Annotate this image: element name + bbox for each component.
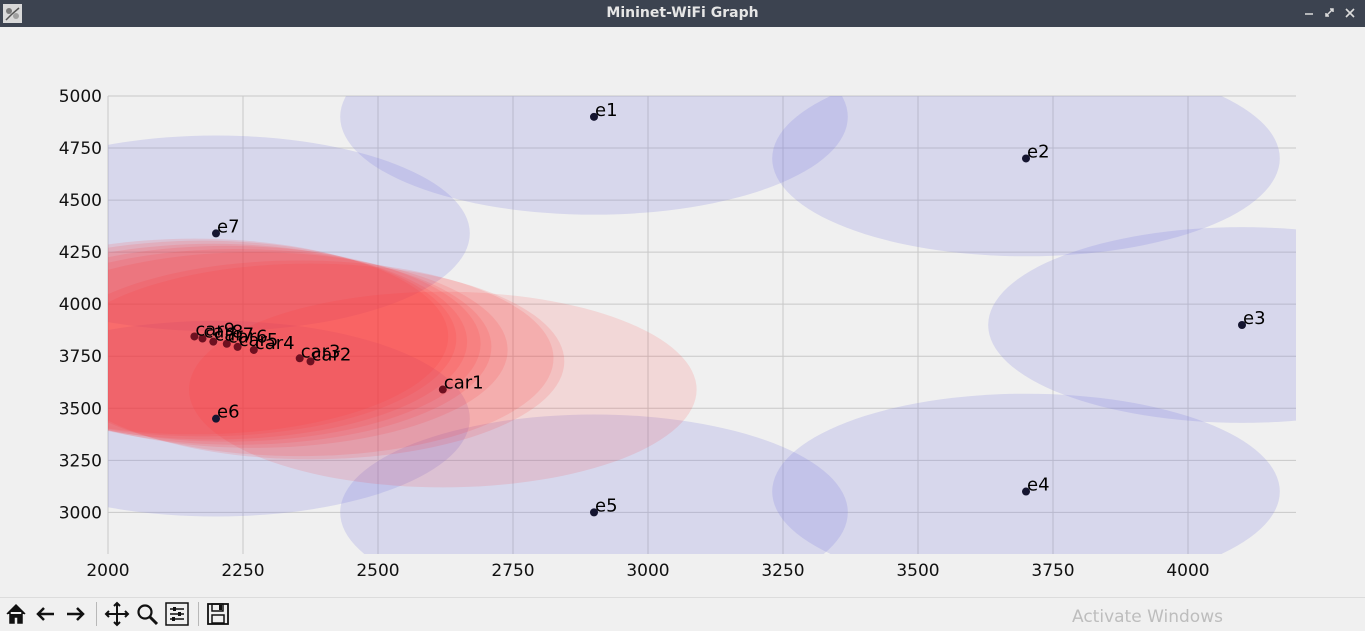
e4-label: e4 — [1027, 475, 1050, 496]
x-tick-label: 2750 — [491, 561, 534, 581]
navigation-toolbar — [0, 597, 1365, 630]
e6-label: e6 — [217, 402, 240, 423]
car9-marker — [190, 332, 199, 341]
car4-marker — [249, 345, 258, 354]
y-tick-label: 4750 — [59, 139, 102, 159]
car6-marker — [222, 339, 231, 348]
home-icon[interactable] — [3, 601, 29, 627]
e2-marker — [1022, 154, 1030, 163]
x-tick-label: 2250 — [221, 561, 264, 581]
y-tick-label: 3750 — [59, 347, 102, 367]
toolbar-separator — [96, 602, 97, 626]
pan-icon[interactable] — [104, 601, 130, 627]
car7-label: car7 — [214, 325, 254, 346]
car9-label: car9 — [195, 319, 235, 340]
e6-marker — [212, 414, 220, 423]
e5-range-circle — [340, 414, 848, 554]
e2-label: e2 — [1027, 141, 1050, 162]
e1-marker — [590, 112, 598, 121]
x-tick-label: 3500 — [896, 561, 939, 581]
e4-marker — [1022, 487, 1030, 496]
e1-range-circle — [340, 96, 848, 215]
e3-range-circle — [988, 227, 1296, 423]
close-icon[interactable] — [1341, 4, 1359, 22]
car2-label: car2 — [312, 344, 352, 365]
car4-label: car4 — [255, 333, 295, 354]
maximize-icon[interactable] — [1321, 4, 1339, 22]
car7-marker — [209, 337, 218, 346]
car8-range-circle — [108, 240, 457, 437]
car1-marker — [438, 385, 447, 394]
configure-subplots-icon[interactable] — [164, 601, 190, 627]
minimize-icon[interactable] — [1300, 4, 1318, 22]
x-tick-label: 3000 — [626, 561, 669, 581]
car9-range-circle — [108, 238, 449, 435]
e3-label: e3 — [1243, 308, 1266, 329]
y-tick-label: 4250 — [59, 243, 102, 263]
x-tick-label: 3750 — [1031, 561, 1074, 581]
grid-lines — [107, 95, 1296, 554]
car8-marker — [198, 334, 207, 343]
y-tick-label: 3000 — [59, 503, 102, 523]
car3-marker — [295, 354, 304, 363]
y-tick-label: 4000 — [59, 295, 102, 315]
y-tick-label: 3250 — [59, 451, 102, 471]
y-tick-label: 4500 — [59, 191, 102, 211]
range-circles — [108, 96, 1296, 554]
window-titlebar: Mininet-WiFi Graph — [0, 0, 1365, 27]
back-icon[interactable] — [33, 601, 59, 627]
e2-range-circle — [772, 96, 1280, 257]
car4-range-circle — [108, 252, 508, 448]
x-tick-label: 2500 — [356, 561, 399, 581]
car1-label: car1 — [444, 373, 484, 394]
app-icon — [3, 4, 22, 23]
toolbar-separator — [198, 602, 199, 626]
car5-marker — [233, 342, 242, 351]
e3-marker — [1238, 321, 1246, 329]
car3-label: car3 — [301, 341, 341, 362]
save-icon[interactable] — [205, 601, 231, 627]
car8-label: car8 — [204, 322, 244, 343]
car7-range-circle — [108, 243, 468, 440]
e7-marker — [212, 229, 220, 238]
forward-icon[interactable] — [62, 601, 88, 627]
car3-range-circle — [108, 260, 554, 457]
x-tick-label: 4000 — [1166, 561, 1209, 581]
e4-range-circle — [772, 393, 1280, 554]
axis-tick-labels: 2000 2250 2500 2750 3000 3250 3500 3750 4000 3000… — [59, 87, 1210, 581]
y-tick-label: 3500 — [59, 399, 102, 419]
node-markers — [190, 112, 1246, 517]
e7-label: e7 — [217, 216, 240, 237]
car2-range-circle — [108, 263, 565, 460]
zoom-icon[interactable] — [134, 601, 160, 627]
e1-label: e1 — [595, 100, 618, 121]
car6-label: car6 — [228, 327, 268, 348]
car5-label: car5 — [239, 330, 279, 351]
activate-windows-watermark: Activate Windows — [1072, 607, 1223, 627]
x-tick-label: 2000 — [86, 561, 129, 581]
car2-marker — [306, 357, 315, 366]
x-tick-label: 3250 — [761, 561, 804, 581]
e6-range-circle — [108, 320, 470, 517]
e5-label: e5 — [595, 495, 618, 516]
y-tick-label: 5000 — [59, 87, 102, 107]
e5-marker — [590, 508, 598, 517]
car5-range-circle — [108, 249, 492, 445]
car6-range-circle — [108, 245, 481, 442]
window-title: Mininet-WiFi Graph — [606, 5, 759, 21]
e7-range-circle — [108, 135, 470, 332]
